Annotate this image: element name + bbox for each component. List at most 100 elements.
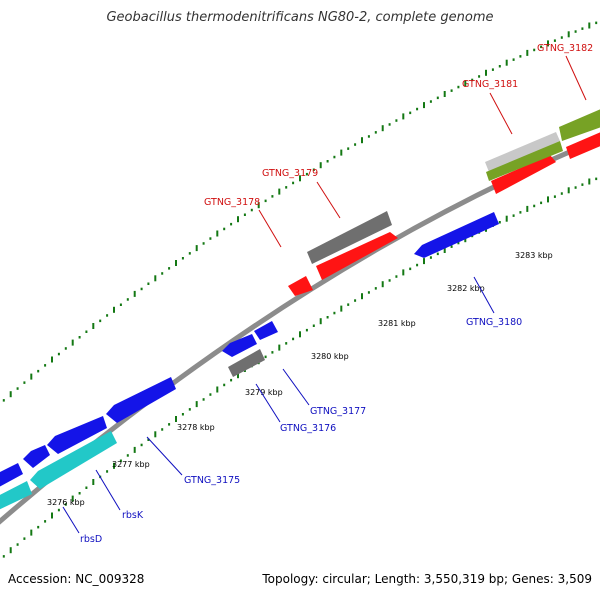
minor-tick [374,131,377,134]
major-tick [567,31,570,38]
callout-rbsd [62,506,80,534]
minor-tick [354,143,357,146]
callout-gtng-3182 [565,55,587,101]
gene-arrow-gtng-3180[interactable] [414,212,499,258]
minor-tick [367,135,370,138]
gene-label-gtng-3182[interactable]: GTNG_3182 [537,43,593,54]
gene-arrow-gtng-3176[interactable] [228,349,265,377]
major-tick [443,91,446,97]
minor-tick [416,263,419,267]
callout-gtng-3178 [258,209,282,248]
gene-arrow-gtng-3179[interactable] [316,232,398,280]
major-tick [113,462,115,469]
minor-tick [202,398,205,401]
minor-tick [457,85,460,89]
minor-tick [326,316,329,319]
gene-arrow-left-blue[interactable] [0,463,23,492]
minor-tick [16,543,19,546]
gene-arrow-rbsd-blue[interactable] [23,445,50,468]
minor-tick [457,241,460,245]
minor-tick [44,364,47,367]
callout-gtng-3176 [255,383,281,423]
gene-arrow-rbsk-cyan[interactable] [30,431,117,489]
gene-label-gtng-3175[interactable]: GTNG_3175 [184,475,240,486]
major-tick [30,373,33,380]
gene-label-gtng-3178[interactable]: GTNG_3178 [204,197,260,208]
major-tick [299,331,301,338]
tick-label-3277: 3277 kbp [112,460,150,469]
minor-tick [347,147,350,150]
minor-tick [409,267,412,271]
tick-label-3281: 3281 kbp [378,319,416,328]
gene-label-gtng-3181[interactable]: GTNG_3181 [462,79,518,90]
gene-arrow-gtng-3181-lightgray[interactable] [485,132,560,172]
minor-tick [333,311,336,315]
minor-tick [37,369,40,373]
gene-arrow-gtng-3182-red[interactable] [566,128,600,159]
major-tick [505,59,508,66]
minor-tick [85,486,88,489]
gene-label-rbsd[interactable]: rbsD [80,534,102,545]
gene-arrow-gtng-3177[interactable] [222,334,257,357]
gene-label-gtng-3179[interactable]: GTNG_3179 [262,168,318,179]
minor-tick [478,75,481,78]
label-callouts [62,55,587,534]
minor-tick [574,30,577,33]
minor-tick [223,383,226,387]
minor-tick [161,272,164,275]
minor-tick [209,237,212,240]
minor-tick [23,381,26,384]
major-tick [340,149,343,156]
minor-tick [560,192,563,195]
major-tick [154,431,157,438]
callout-gtng-3175 [146,436,183,476]
major-tick [443,247,446,253]
minor-tick [243,369,246,372]
minor-tick [326,160,329,163]
minor-tick [471,78,474,82]
accession-text: Accession: NC_009328 [8,572,145,586]
minor-tick [560,36,563,39]
tick-label-3276: 3276 kbp [47,498,85,507]
minor-tick [512,58,515,61]
major-tick [278,344,281,351]
gene-arrow-rbsk-blue[interactable] [47,416,107,454]
minor-tick [285,342,288,345]
major-tick [423,102,425,109]
minor-tick [292,337,295,341]
gene-arrow-left-cyan[interactable] [0,481,32,514]
major-tick [278,188,281,195]
gene-arrow-gtng-3179-gray[interactable] [307,211,392,264]
gene-label-gtng-3180[interactable]: GTNG_3180 [466,317,522,328]
tick-label-3279: 3279 kbp [245,388,283,397]
major-tick [216,230,219,237]
minor-tick [223,227,226,231]
gene-arrow-gtng-3182-olive[interactable] [559,105,600,141]
minor-tick [188,252,191,255]
minor-tick [188,408,191,411]
gene-arrow-gtng-3178[interactable] [288,276,313,296]
gene-arrow-gtng-3175[interactable] [106,377,176,423]
minor-tick [119,303,122,306]
major-tick [319,162,322,169]
major-tick [381,125,384,132]
minor-tick [367,291,370,294]
gene-arrow-gtng-3177b[interactable] [254,321,278,340]
footer: Accession: NC_009328 Topology: circular;… [8,572,592,590]
major-tick [423,258,425,265]
minor-tick [354,299,357,302]
minor-tick [374,287,377,290]
minor-tick [581,27,584,30]
gene-arrow-gtng-3181-red[interactable] [491,155,556,194]
minor-tick [581,183,584,186]
gene-label-gtng-3177[interactable]: GTNG_3177 [310,406,366,417]
minor-tick [140,287,143,291]
minor-tick [595,177,598,181]
minor-tick [202,242,205,245]
gene-label-rbsk[interactable]: rbsK [122,510,144,521]
gene-label-gtng-3176[interactable]: GTNG_3176 [280,423,336,434]
major-tick [71,495,74,502]
gene-arrow-gtng-3181-olive[interactable] [486,141,563,181]
minor-tick [106,314,109,317]
